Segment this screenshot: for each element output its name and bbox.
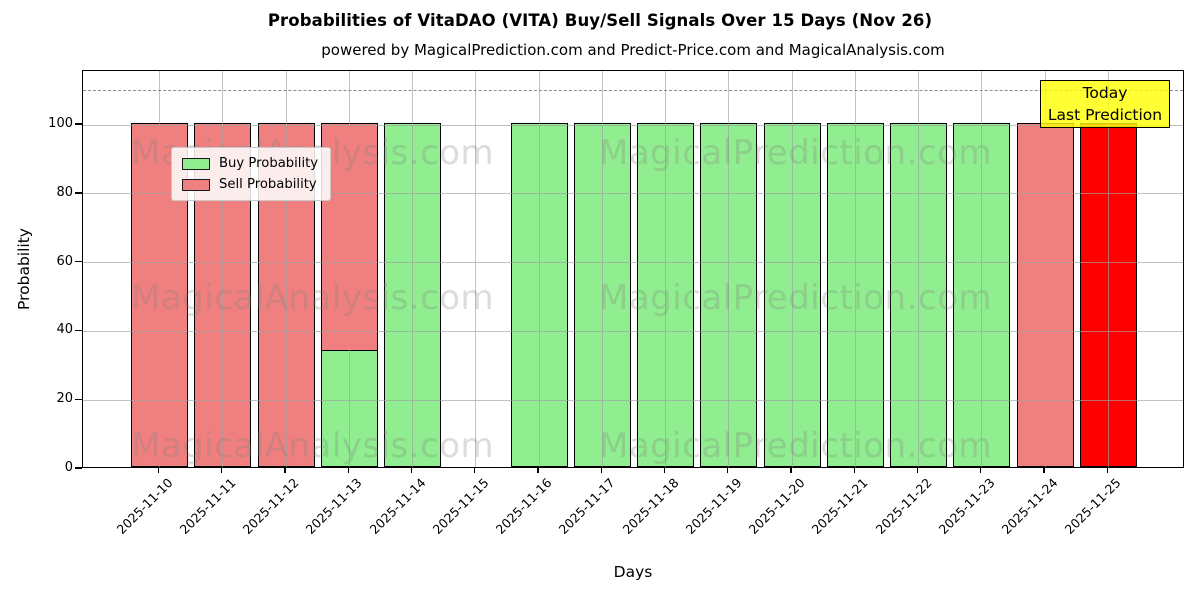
x-tick-label: 2025-11-15 [429,475,492,537]
legend-label-sell: Sell Probability [219,177,317,192]
x-tick-label: 2025-11-11 [176,475,239,537]
watermark-magicalprediction: MagicalPrediction.com [599,278,992,318]
x-tick-mark [284,468,286,473]
y-tick-label: 60 [56,253,73,269]
watermark-magicalprediction: MagicalPrediction.com [599,426,992,466]
annotation-line-today: Today [1082,84,1128,102]
x-tick-label: 2025-11-24 [998,475,1061,537]
v-gridline [222,71,224,467]
v-gridline [538,71,540,467]
y-tick-mark [75,192,82,194]
x-tick-label: 2025-11-20 [745,475,808,537]
v-gridline [981,71,983,467]
h-gridline [83,124,1183,126]
y-tick-mark [75,467,82,469]
v-gridline [412,71,413,467]
x-tick-label: 2025-11-22 [872,475,935,537]
legend-item-sell: Sell Probability [172,174,330,195]
x-tick-mark [663,468,666,473]
v-gridline [601,71,603,467]
sell-probability-swatch [182,178,210,191]
y-tick-label: 80 [56,184,73,200]
y-tick-mark [75,123,82,125]
x-tick-label: 2025-11-25 [1061,475,1124,537]
x-tick-mark [474,468,476,473]
x-tick-mark [410,468,413,473]
x-tick-label: 2025-11-23 [935,475,998,537]
h-gridline [83,330,1183,332]
y-tick-mark [75,398,82,400]
watermark-magicalprediction: MagicalPrediction.com [599,133,992,173]
x-tick-mark [347,468,349,473]
x-tick-mark [790,468,792,473]
y-tick-label: 20 [56,391,73,407]
x-tick-label: 2025-11-21 [808,475,871,537]
x-tick-label: 2025-11-19 [682,475,745,537]
today-last-prediction-box: Today Last Prediction [1040,80,1170,128]
x-tick-mark [157,468,160,473]
plot-area: Buy Probability Sell Probability Magical… [82,70,1184,468]
chart-subtitle: powered by MagicalPrediction.com and Pre… [321,41,945,59]
x-tick-mark [1106,468,1108,473]
x-tick-label: 2025-11-17 [555,475,618,537]
x-tick-mark [727,468,729,473]
y-tick-label: 40 [56,322,73,338]
v-gridline [475,71,477,467]
h-gridline [83,193,1183,195]
annotation-line-last-prediction: Last Prediction [1047,106,1163,124]
buy-probability-swatch [182,157,210,170]
v-gridline [1044,71,1046,467]
v-gridline [1107,71,1109,467]
x-tick-label: 2025-11-14 [366,475,429,537]
v-gridline [665,71,666,467]
v-gridline [159,71,160,467]
watermark-magicalanalysis: MagicalAnalysis.com [131,278,495,318]
x-tick-mark [221,468,223,473]
x-tick-label: 2025-11-10 [113,475,176,537]
v-gridline [285,71,287,467]
v-gridline [918,71,919,467]
x-tick-mark [853,468,855,473]
x-tick-label: 2025-11-16 [492,475,555,537]
x-tick-label: 2025-11-18 [619,475,682,537]
y-tick-mark [75,261,82,263]
v-gridline [854,71,856,467]
legend-label-buy: Buy Probability [219,156,319,171]
v-gridline [728,71,730,467]
legend-item-buy: Buy Probability [172,153,330,174]
x-tick-mark [1043,468,1045,473]
y-tick-label: 0 [64,460,73,475]
x-tick-label: 2025-11-13 [302,475,365,537]
legend: Buy Probability Sell Probability [171,147,331,201]
h-gridline [83,262,1183,264]
chart-title: Probabilities of VitaDAO (VITA) Buy/Sell… [267,11,933,30]
x-tick-mark [980,468,982,473]
reference-dashed-line [83,89,1183,91]
h-gridline [83,399,1183,401]
y-tick-mark [75,329,82,332]
y-tick-label: 100 [48,116,73,131]
x-axis-label: Days [613,563,653,581]
x-tick-mark [600,468,602,473]
y-axis-label: Probability [15,228,33,310]
v-gridline [791,71,793,467]
x-tick-label: 2025-11-12 [239,475,302,537]
watermark-magicalanalysis: MagicalAnalysis.com [131,426,495,466]
x-tick-mark [537,468,539,473]
v-gridline [348,71,350,467]
x-tick-mark [916,468,919,473]
